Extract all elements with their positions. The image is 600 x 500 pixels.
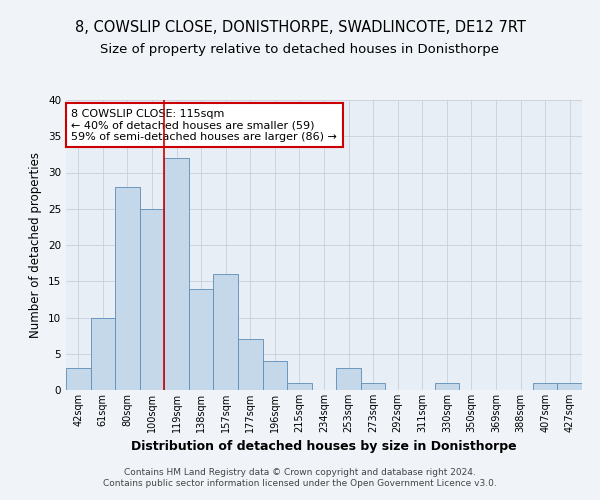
Bar [91, 318, 115, 390]
Text: 8, COWSLIP CLOSE, DONISTHORPE, SWADLINCOTE, DE12 7RT: 8, COWSLIP CLOSE, DONISTHORPE, SWADLINCO… [74, 20, 526, 35]
Bar [263, 361, 287, 390]
Bar [287, 383, 312, 390]
Bar [533, 383, 557, 390]
Bar [434, 383, 459, 390]
Bar [189, 288, 214, 390]
Bar [238, 339, 263, 390]
Bar [214, 274, 238, 390]
Bar [140, 209, 164, 390]
Bar [336, 368, 361, 390]
Bar [115, 187, 140, 390]
X-axis label: Distribution of detached houses by size in Donisthorpe: Distribution of detached houses by size … [131, 440, 517, 454]
Bar [361, 383, 385, 390]
Bar [164, 158, 189, 390]
Text: Size of property relative to detached houses in Donisthorpe: Size of property relative to detached ho… [101, 42, 499, 56]
Y-axis label: Number of detached properties: Number of detached properties [29, 152, 43, 338]
Text: 8 COWSLIP CLOSE: 115sqm
← 40% of detached houses are smaller (59)
59% of semi-de: 8 COWSLIP CLOSE: 115sqm ← 40% of detache… [71, 108, 337, 142]
Bar [66, 368, 91, 390]
Text: Contains HM Land Registry data © Crown copyright and database right 2024.
Contai: Contains HM Land Registry data © Crown c… [103, 468, 497, 487]
Bar [557, 383, 582, 390]
